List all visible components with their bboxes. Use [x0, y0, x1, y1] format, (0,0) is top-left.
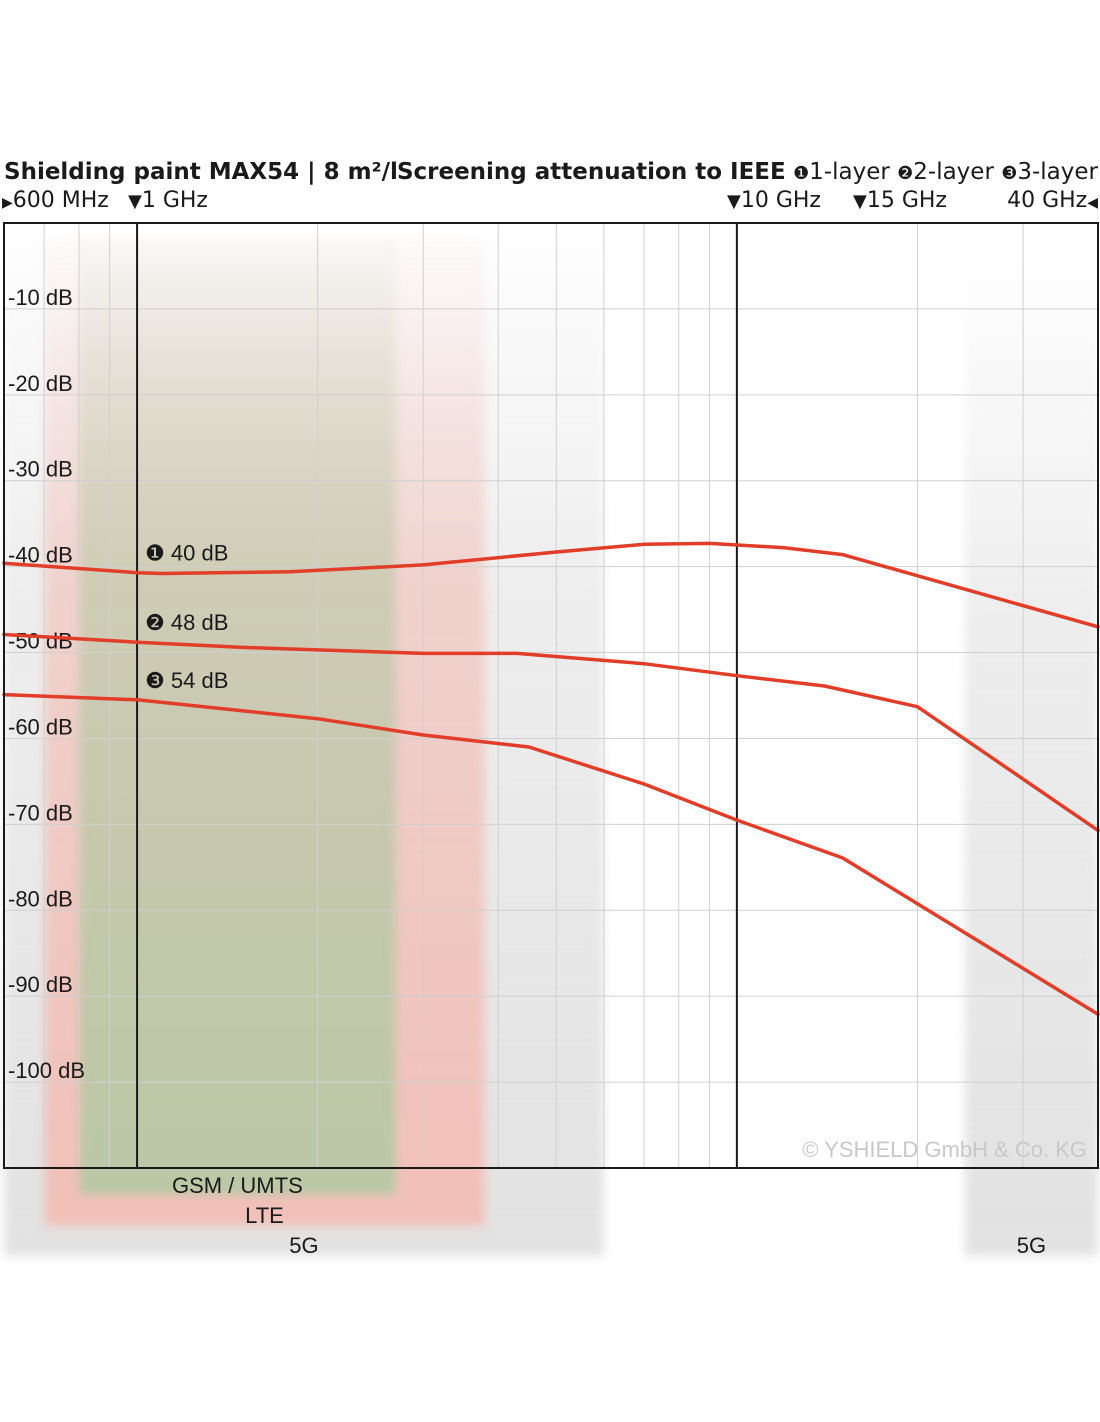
copyright-text: © YSHIELD GmbH & Co. KG — [802, 1137, 1087, 1162]
band-0 — [78, 238, 396, 1195]
legend-item-2: ❷2-layer — [897, 159, 994, 185]
down-arrow-icon: ▼ — [853, 191, 867, 212]
freq-marker-10ghz: ▼10 GHz — [727, 188, 821, 213]
y-tick-label: -100 dB — [8, 1058, 85, 1083]
y-tick-label: -50 dB — [8, 629, 73, 654]
series-line-3 — [2, 692, 1100, 1016]
y-tick-label: -20 dB — [8, 371, 73, 396]
freq-marker-1ghz: ▼1 GHz — [128, 188, 208, 213]
freq-marker-40ghz: 40 GHz◀ — [1007, 188, 1098, 213]
series-annotation-3: ❸ 54 dB — [145, 668, 228, 693]
freq-label-40ghz: 40 GHz — [1007, 188, 1088, 213]
chart-subtitle: Screening attenuation to IEEE — [396, 159, 786, 185]
series-line-1 — [2, 541, 1100, 629]
end-arrow-icon: ◀ — [1087, 195, 1098, 211]
legend-item-1: ❶1-layer — [793, 159, 890, 185]
legend-header: Screening attenuation to IEEE ❶1-layer ❷… — [397, 159, 1098, 185]
y-tick-label: -90 dB — [8, 972, 73, 997]
chart-title: Shielding paint MAX54 | 8 m²/l — [4, 159, 398, 185]
freq-marker-15ghz: ▼15 GHz — [853, 188, 947, 213]
band-label-3: 5G — [1017, 1233, 1046, 1258]
legend-symbol-1: ❶ — [793, 163, 810, 184]
legend-label-2: 2-layer — [913, 159, 994, 185]
series-annotation-2: ❷ 48 dB — [145, 610, 228, 635]
legend-label-3: 3-layer — [1017, 159, 1098, 185]
y-tick-label: -10 dB — [8, 285, 73, 310]
legend-item-3: ❸3-layer — [1001, 159, 1098, 185]
band-3 — [964, 270, 1098, 1256]
y-tick-label: -70 dB — [8, 800, 73, 825]
freq-marker-600mhz: ▶600 MHz — [2, 188, 109, 213]
freq-label-15ghz: 15 GHz — [866, 188, 947, 213]
down-arrow-icon: ▼ — [727, 191, 741, 212]
series-annotation-1: ❶ 40 dB — [145, 541, 228, 566]
band-label-1: LTE — [245, 1203, 284, 1228]
start-arrow-icon: ▶ — [2, 195, 13, 211]
band-label-0: GSM / UMTS — [172, 1173, 303, 1198]
y-tick-label: -30 dB — [8, 457, 73, 482]
y-tick-label: -60 dB — [8, 714, 73, 739]
freq-label-1ghz: 1 GHz — [141, 188, 208, 213]
legend-symbol-2: ❷ — [897, 163, 914, 184]
legend-label-1: 1-layer — [809, 159, 890, 185]
legend-symbol-3: ❸ — [1001, 163, 1018, 184]
series-line-2 — [2, 632, 1100, 833]
down-arrow-icon: ▼ — [128, 191, 142, 212]
plot-frame — [3, 222, 1099, 1169]
band-label-2: 5G — [289, 1233, 318, 1258]
freq-label-600mhz: 600 MHz — [12, 188, 109, 213]
y-tick-label: -80 dB — [8, 886, 73, 911]
freq-label-10ghz: 10 GHz — [740, 188, 821, 213]
